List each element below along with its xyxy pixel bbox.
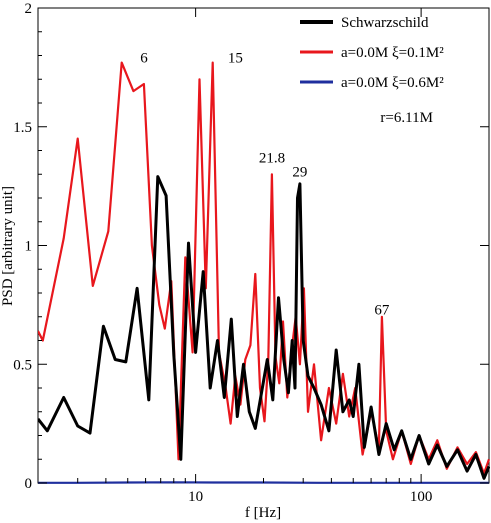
legend-label-xi-0-1: a=0.0M ξ=0.1M² [341,45,444,61]
x-tick-label: 100 [410,489,433,505]
x-tick-label: 10 [188,489,203,505]
y-tick-label: 1.5 [13,120,32,136]
series-line-0 [38,175,490,480]
annotation-0: r=6.11M [380,110,433,126]
y-tick-label: 2 [25,1,33,17]
plot-area [37,7,490,484]
legend: Schwarzschild a=0.0M ξ=0.1M² a=0.0M ξ=0.… [300,15,444,91]
y-tick-label: 1 [25,239,33,255]
y-axis-label: PSD [arbitrary unit] [0,186,16,306]
x-axis-label: f [Hz] [245,505,281,521]
annotation-5: 67 [374,302,390,318]
annotation-1: 6 [140,51,148,67]
legend-label-schwarzschild: Schwarzschild [341,15,429,31]
legend-label-xi-0-6: a=0.0M ξ=0.6M² [341,75,444,91]
y-tick-label: 0.5 [13,357,32,373]
annotation-3: 21.8 [259,150,285,166]
annotation-2: 15 [228,51,243,67]
annotation-4: 29 [292,165,307,181]
y-tick-label: 0 [25,476,33,492]
